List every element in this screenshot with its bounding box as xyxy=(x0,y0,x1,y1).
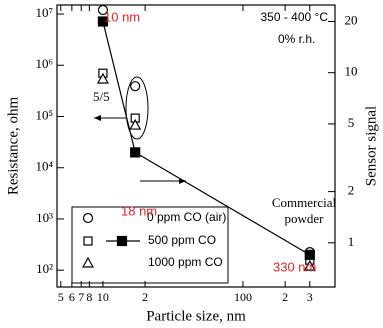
y2-tick-label: 10 xyxy=(345,64,358,79)
annotation: 0% r.h. xyxy=(278,32,315,46)
legend-icon xyxy=(82,212,94,224)
y-tick-label: 10³ xyxy=(36,210,53,225)
legend-box xyxy=(71,206,229,284)
y-tick-label: 10⁷ xyxy=(35,5,53,20)
y2-axis-title: Sensor signal xyxy=(363,106,379,186)
data-point xyxy=(303,259,316,271)
data-point xyxy=(130,147,141,158)
plot-frame xyxy=(56,4,336,288)
y-axis-title: Resistance, ohm xyxy=(5,97,21,196)
data-point xyxy=(304,249,315,260)
legend-icon xyxy=(81,256,95,268)
data-point xyxy=(129,118,142,130)
x-tick-label: 7 xyxy=(78,290,84,304)
legend-label: 0 ppm CO (air) xyxy=(147,210,226,224)
y-tick-label: 10⁵ xyxy=(35,107,53,122)
data-point xyxy=(96,72,109,84)
annotation: 350 - 400 °C xyxy=(260,10,328,24)
data-point xyxy=(130,81,141,92)
y2-tick-label: 5 xyxy=(348,115,355,130)
annotation: 5/5 xyxy=(93,89,110,104)
x-tick-label: 2 xyxy=(282,290,288,304)
x-tick-label: 6 xyxy=(69,290,75,304)
legend-label: 500 ppm CO xyxy=(148,233,216,247)
y2-tick-label: 1 xyxy=(348,234,355,249)
x-axis-title: Particle size, nm xyxy=(146,308,246,324)
x-tick-label: 3 xyxy=(307,290,313,304)
y2-tick-label: 2 xyxy=(348,183,355,198)
annotation: 10 nm xyxy=(104,9,140,24)
x-tick-label: 5 xyxy=(58,290,64,304)
annotation: 18 nm xyxy=(121,203,157,218)
annotation: 330 nm xyxy=(273,259,316,274)
annotation: Commercial xyxy=(272,195,337,210)
data-point xyxy=(97,4,109,16)
annotation: powder xyxy=(285,211,325,226)
y-tick-label: 10⁶ xyxy=(35,56,53,71)
y-tick-label: 10² xyxy=(36,261,53,276)
y2-tick-label: 20 xyxy=(345,12,358,27)
legend-icon xyxy=(116,235,128,247)
legend-label: 1000 ppm CO xyxy=(148,255,223,269)
x-tick-label: 100 xyxy=(234,290,252,304)
y-tick-label: 10⁴ xyxy=(35,159,53,174)
x-tick-label: 8 xyxy=(86,290,92,304)
x-tick-label: 10 xyxy=(97,290,109,304)
x-tick-label: 2 xyxy=(142,290,148,304)
data-point xyxy=(97,16,109,27)
legend-icon xyxy=(83,236,93,246)
group-ellipse xyxy=(125,76,149,140)
